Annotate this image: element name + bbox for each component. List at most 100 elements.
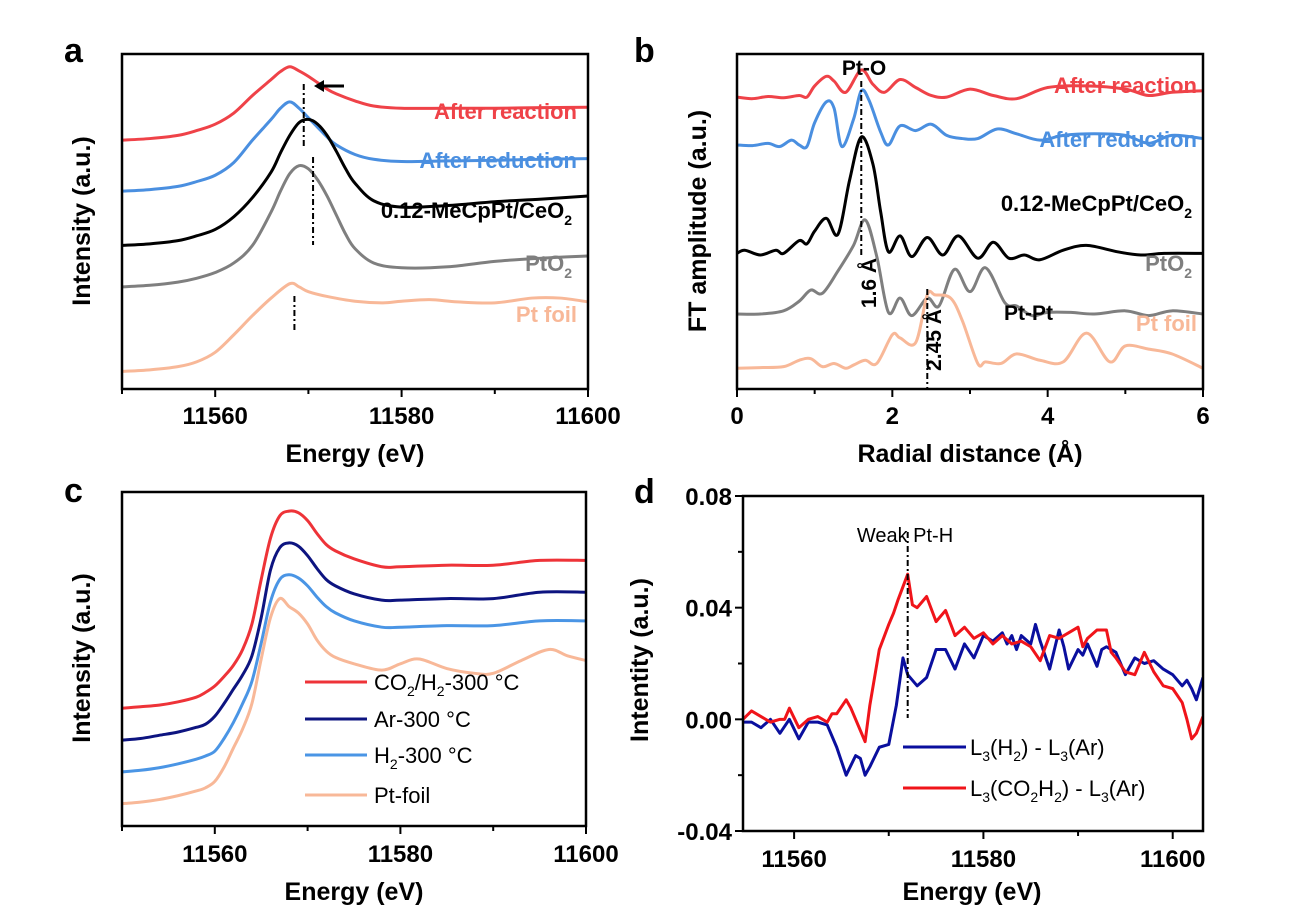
label-subscript: 2 bbox=[1184, 205, 1192, 221]
label-subscript: 2 bbox=[1184, 265, 1192, 281]
series-line-pt-foil bbox=[122, 596, 586, 806]
legend-label: H2-300 °C bbox=[374, 743, 473, 772]
legend-subscript: 3 bbox=[1101, 789, 1109, 805]
panel-d-ticks bbox=[735, 495, 1174, 839]
panel-b-xtick-label: 2 bbox=[886, 403, 899, 430]
panel-c-xtick-label: 11600 bbox=[553, 841, 618, 868]
series-line-co2-h2-300-c bbox=[122, 509, 586, 710]
panel-d-legend: L3(H2) - L3(Ar) L3(CO2H2) - L3(Ar) bbox=[903, 735, 1145, 805]
panel-d-ytick-label: 0.08 bbox=[685, 484, 732, 511]
panel-a-xlabel: Energy (eV) bbox=[286, 440, 425, 468]
panel-c-xlabel: Energy (eV) bbox=[285, 878, 424, 906]
legend-text-part: -300 °C bbox=[445, 670, 520, 695]
legend-subscript: 3 bbox=[982, 789, 990, 805]
label-subscript: 2 bbox=[564, 212, 572, 228]
panel-c-xtick-label: 11560 bbox=[182, 841, 247, 868]
panel-b-curves bbox=[737, 68, 1203, 370]
legend-item: L3(H2) - L3(Ar) bbox=[903, 735, 1105, 764]
legend-subscript: 3 bbox=[982, 748, 990, 764]
annotation-pt-o: Pt-O bbox=[842, 57, 886, 80]
legend-label: L3(H2) - L3(Ar) bbox=[970, 735, 1105, 764]
panel-c-frame bbox=[120, 490, 588, 828]
panel-b-xtick-label: 4 bbox=[1041, 403, 1055, 430]
legend-text-part: /H bbox=[415, 670, 437, 695]
panel-a-label-pto2: PtO2 bbox=[525, 251, 572, 281]
label-main: 0.12-MeCpPt/CeO bbox=[1001, 191, 1184, 216]
panel-c-legend: CO2/H2-300 °C Ar-300 °C H2-300 °C Pt-foi… bbox=[305, 670, 520, 808]
legend-subscript: 2 bbox=[407, 683, 415, 699]
panel-d-xtick-label: 11580 bbox=[951, 846, 1016, 873]
panel-c-xtick-label: 11580 bbox=[368, 841, 433, 868]
panel-a-markers bbox=[293, 84, 315, 331]
panel-a-label-after-reduction: After reduction bbox=[419, 148, 577, 173]
panel-letter-d: d bbox=[634, 473, 655, 511]
panel-d-xtick-label: 11560 bbox=[761, 846, 826, 873]
annotation-pt-pt: Pt-Pt bbox=[1004, 302, 1053, 325]
panel-a-ylabel: Intensity (a.u.) bbox=[68, 136, 96, 305]
panel-a-label-after-reaction: After reaction bbox=[434, 99, 577, 124]
panel-b-xtick-label: 6 bbox=[1196, 403, 1209, 430]
series-line-0-12-mecppt-ceo2 bbox=[122, 117, 588, 247]
panel-letter-b: b bbox=[634, 32, 655, 70]
series-line-pt-foil bbox=[122, 281, 588, 373]
annotation-distance-1-6: 1.6 Å bbox=[857, 258, 881, 308]
legend-text-part: -300 °C bbox=[398, 743, 473, 768]
legend-subscript: 2 bbox=[1054, 789, 1062, 805]
legend-text-part: H bbox=[374, 743, 390, 768]
label-main: PtO bbox=[1145, 251, 1184, 276]
panel-d-xlabel: Energy (eV) bbox=[903, 878, 1042, 906]
series-line-ar-300-c bbox=[122, 541, 586, 742]
legend-item: L3(CO2H2) - L3(Ar) bbox=[903, 776, 1145, 805]
series-line-0-12-mecppt-ceo2 bbox=[737, 135, 1203, 262]
panel-letter-c: c bbox=[64, 472, 83, 510]
panel-b-xlabel: Radial distance (Å) bbox=[857, 439, 1082, 468]
panel-d-difference: -0.04 0.00 0.04 0.08 11560 11580 11600 E… bbox=[626, 484, 1205, 906]
panel-a-label-mecppt: 0.12-MeCpPt/CeO2 bbox=[381, 198, 572, 228]
panel-b-label-mecppt: 0.12-MeCpPt/CeO2 bbox=[1001, 191, 1192, 221]
panel-b-label-pt-foil: Pt foil bbox=[1136, 311, 1197, 336]
panel-d-xtick-label: 11600 bbox=[1140, 846, 1205, 873]
legend-item: H2-300 °C bbox=[305, 743, 473, 772]
legend-text-part: (CO bbox=[990, 776, 1030, 801]
legend-label: L3(CO2H2) - L3(Ar) bbox=[970, 776, 1145, 805]
panel-b-markers bbox=[860, 81, 929, 389]
legend-text-part: H bbox=[1038, 776, 1054, 801]
legend-subscript: 2 bbox=[1030, 789, 1038, 805]
legend-text-part: L bbox=[970, 735, 982, 760]
panel-b-xtick-labels: 0 2 4 6 bbox=[730, 403, 1209, 430]
legend-subscript: 2 bbox=[1013, 748, 1021, 764]
legend-item: Ar-300 °C bbox=[305, 707, 471, 732]
legend-item: Pt-foil bbox=[305, 783, 430, 808]
panel-letter-a: a bbox=[64, 32, 84, 70]
panel-a-curves bbox=[122, 65, 588, 373]
panel-d-ytick-labels: -0.04 0.00 0.04 0.08 bbox=[677, 484, 732, 846]
series-line-pto2 bbox=[737, 218, 1203, 318]
panel-b-ylabel: FT amplitude (a.u.) bbox=[684, 110, 712, 332]
annotation-distance-2-45: 2.45 Å bbox=[922, 309, 946, 371]
legend-text-part: ) - L bbox=[1062, 776, 1101, 801]
series-line-pt-foil bbox=[737, 289, 1203, 370]
legend-text-part: (H bbox=[990, 735, 1013, 760]
panel-d-xtick-labels: 11560 11580 11600 bbox=[761, 846, 1205, 873]
panel-c-ylabel: Intensity (a.u.) bbox=[68, 573, 96, 742]
legend-text-part: (Ar) bbox=[1068, 735, 1105, 760]
label-subscript: 2 bbox=[564, 265, 572, 281]
panel-b-xtick-label: 0 bbox=[730, 403, 743, 430]
label-main: PtO bbox=[525, 251, 564, 276]
legend-text-part: L bbox=[970, 776, 982, 801]
panel-a-xtick-label: 11600 bbox=[555, 403, 620, 430]
series-line-after-reduction bbox=[737, 88, 1203, 150]
series-line-l3-co2h2-l3-ar- bbox=[743, 572, 1203, 744]
series-line-after-reaction bbox=[122, 65, 588, 142]
panel-d-ytick-label: 0.04 bbox=[685, 596, 732, 623]
panel-a-xtick-label: 11560 bbox=[182, 403, 247, 430]
legend-subscript: 2 bbox=[390, 756, 398, 772]
panel-c-curves bbox=[122, 509, 586, 806]
panel-b-label-after-reduction: After reduction bbox=[1039, 127, 1197, 152]
panel-d-ylabel: Intentity (a.u.) bbox=[626, 578, 654, 742]
panel-a-label-pt-foil: Pt foil bbox=[516, 302, 577, 327]
series-line-pto2 bbox=[122, 163, 588, 289]
panel-c-xtick-labels: 11560 11580 11600 bbox=[182, 841, 619, 868]
label-main: 0.12-MeCpPt/CeO bbox=[381, 198, 564, 223]
